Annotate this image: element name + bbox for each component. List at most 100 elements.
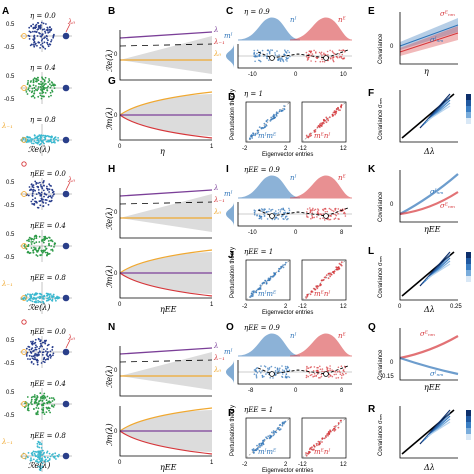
eigenvalue-point	[36, 28, 39, 31]
eigenvalue-point	[58, 296, 61, 299]
perturbation-point	[283, 108, 285, 110]
eigenvalue-point	[48, 188, 51, 191]
eigenvector-point	[334, 53, 336, 55]
perturbation-point	[337, 266, 340, 269]
eigenvalue-point	[34, 197, 37, 200]
eigenvalue-point	[34, 27, 36, 30]
eigenvalue-point	[54, 297, 57, 300]
eigenvalue-point	[41, 465, 44, 468]
eigenvalue-point	[57, 139, 59, 142]
perturbation-point	[323, 119, 325, 122]
eigenvalue-point	[44, 76, 47, 79]
eigenvalue-point	[41, 351, 44, 354]
eigenvalue-point	[41, 34, 43, 37]
eigenvalue-point	[26, 245, 29, 248]
eigenvalue-point	[35, 299, 37, 301]
eigenvalue-point	[32, 95, 35, 97]
eigenvalue-point	[35, 181, 38, 184]
eigenvalue-point	[46, 407, 49, 410]
perturbation-point	[265, 120, 268, 123]
eigenvalue-point	[39, 86, 42, 88]
mean-path	[257, 207, 349, 217]
tag-top: λ₀	[67, 334, 75, 342]
eigenvalue-point	[36, 459, 38, 461]
xlabel: Eigenvector entries	[262, 152, 313, 158]
eigenvector-point	[266, 53, 269, 55]
eigenvector-point	[332, 56, 334, 59]
eigenvalue-point	[48, 242, 50, 245]
eigenvector-point	[326, 50, 329, 53]
axes	[237, 360, 352, 385]
tag-top: λ₀	[67, 18, 75, 26]
eigenvector-point	[255, 370, 258, 373]
eigenvector-point	[273, 218, 276, 221]
eigenvalue-point	[33, 137, 36, 140]
eigenvalue-point	[50, 397, 53, 399]
eigenvector-point	[283, 369, 286, 372]
eigenvalue-point	[47, 459, 50, 462]
eigenvalue-point	[43, 451, 45, 454]
histogram-E	[289, 175, 353, 199]
perturbation-point	[332, 428, 335, 430]
perturbation-point	[272, 430, 275, 432]
eigenvalue-point	[37, 138, 40, 140]
eigenvalue-point	[24, 406, 26, 409]
eigenvalue-point	[40, 447, 43, 449]
legend-item: λ₋₁	[213, 38, 225, 46]
perturbation-point	[316, 126, 319, 129]
eigenvalue-point	[32, 251, 35, 254]
perturbation-point	[265, 281, 268, 283]
eigenvalue-point	[35, 85, 37, 87]
eigenvector-point	[305, 374, 308, 377]
eigenvector-point	[317, 209, 320, 211]
eigenvalue-point	[51, 250, 54, 252]
eigenvalue-point	[36, 142, 38, 145]
eigenvector-point	[279, 367, 281, 370]
eigenvalue-point	[40, 191, 43, 194]
eigenvalue-point	[46, 355, 49, 357]
xtick: 10	[340, 72, 347, 78]
eigenvector-point	[284, 217, 287, 219]
eigenvalue-point	[40, 88, 42, 91]
eigenvalue-point	[29, 31, 32, 34]
colorbar	[466, 94, 471, 124]
eigenvalue-point	[29, 188, 32, 191]
eigenvalue-point	[38, 134, 41, 137]
eigenvalue-point	[35, 451, 38, 453]
eigenvalue-point	[31, 298, 34, 300]
eigenvector-point	[321, 60, 324, 63]
eigenvalue-point	[41, 187, 44, 190]
eigenvector-point	[286, 60, 288, 62]
eigenvector-point	[329, 369, 331, 372]
eigenvalue-point	[41, 42, 44, 45]
axes	[119, 406, 212, 457]
symbol-nE: nᴱ	[338, 16, 347, 24]
eigenvalue-point	[41, 251, 44, 254]
perturbation-point	[327, 431, 330, 434]
eigenvalue-point	[42, 402, 45, 405]
outlier-marker	[21, 319, 27, 325]
eigenvalue-point	[41, 28, 44, 31]
eigenvector-point	[268, 373, 270, 376]
eigenvalue-point	[52, 295, 55, 298]
eigenvector-point	[321, 58, 323, 60]
eigenvalue-point	[50, 199, 53, 202]
eigenvector-point	[306, 214, 308, 216]
xtick: 1	[210, 302, 214, 308]
eigenvector-point	[286, 211, 289, 214]
eigenvalue-point	[34, 30, 36, 33]
eigenvector-point	[341, 374, 343, 377]
eigenvector-point	[271, 49, 274, 51]
perturbation-point	[249, 137, 251, 140]
eigenvalue-point	[42, 300, 44, 303]
perturbation-point	[271, 431, 273, 434]
eigenvalue-point	[39, 254, 42, 256]
eigenvector-point	[313, 366, 316, 368]
eigenvalue-point	[43, 83, 46, 86]
eigenvalue-point	[31, 194, 34, 197]
perturbation-point	[333, 430, 336, 432]
eigenvalue-point	[39, 26, 42, 29]
eigenvector-point	[311, 53, 314, 55]
eigenvector-point	[261, 210, 263, 212]
eigenvalue-point	[41, 408, 43, 411]
